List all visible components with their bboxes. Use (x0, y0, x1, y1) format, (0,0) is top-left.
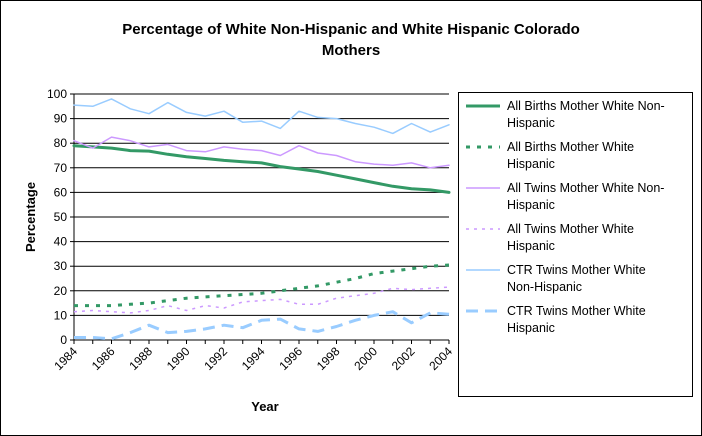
y-tick-label-70: 70 (54, 161, 68, 175)
series-line-3 (73, 136, 450, 169)
legend-label-3-line-1: All Twins Mother White Non- (507, 181, 664, 195)
legend-label-1-line-1: All Births Mother White Non- (507, 99, 665, 113)
x-tick-label-1984: 1984 (51, 344, 80, 373)
legend-label-2-line-2: Hispanic (507, 157, 555, 171)
chart-title-line-2: Mothers (322, 42, 380, 59)
legend-label-4-line-1: All Twins Mother White (507, 222, 634, 236)
series-line-6 (74, 310, 450, 341)
x-tick-label-1986: 1986 (89, 344, 118, 373)
legend-label-1-line-2: Hispanic (507, 116, 555, 130)
y-axis-title: Percentage (23, 182, 38, 252)
x-tick-label-2000: 2000 (351, 344, 380, 373)
x-tick-label-2002: 2002 (389, 344, 418, 373)
y-tick-label-80: 80 (54, 136, 68, 150)
y-tick-label-40: 40 (54, 235, 68, 249)
legend-label-5-line-1: CTR Twins Mother White (507, 263, 646, 277)
y-tick-label-100: 100 (47, 87, 67, 101)
x-tick-label-1998: 1998 (314, 344, 343, 373)
x-tick-label-2004: 2004 (426, 344, 455, 373)
y-tick-label-20: 20 (54, 284, 68, 298)
y-tick-label-50: 50 (54, 210, 68, 224)
y-tick-label-60: 60 (54, 185, 68, 199)
legend-label-4-line-2: Hispanic (507, 239, 555, 253)
x-tick-label-1992: 1992 (201, 344, 230, 373)
legend-label-3-line-2: Hispanic (507, 198, 555, 212)
legend-label-2-line-1: All Births Mother White (507, 140, 634, 154)
x-tick-label-1994: 1994 (239, 344, 268, 373)
x-tick-label-1990: 1990 (164, 344, 193, 373)
x-tick-label-1996: 1996 (276, 344, 305, 373)
x-axis-title: Year (251, 399, 278, 414)
y-tick-label-0: 0 (60, 333, 67, 347)
legend-box (458, 92, 693, 397)
chart-title-line-1: Percentage of White Non-Hispanic and Whi… (122, 21, 580, 38)
plot-area: 0 10 20 30 40 50 60 70 80 90 100 1984 1986 1988 1990 19… (47, 87, 455, 373)
y-tick-label-10: 10 (54, 308, 68, 322)
y-tick-label-30: 30 (54, 259, 68, 273)
series-line-2 (74, 263, 450, 308)
x-tick-label-1988: 1988 (126, 344, 155, 373)
legend: All Births Mother White Non-HispanicAll … (458, 92, 693, 397)
legend-label-5-line-2: Non-Hispanic (507, 280, 582, 294)
series-line-5 (73, 98, 450, 135)
legend-label-6-line-2: Hispanic (507, 321, 555, 335)
legend-label-6-line-1: CTR Twins Mother White (507, 304, 646, 318)
y-tick-label-90: 90 (54, 112, 68, 126)
series-line-1 (72, 144, 451, 194)
